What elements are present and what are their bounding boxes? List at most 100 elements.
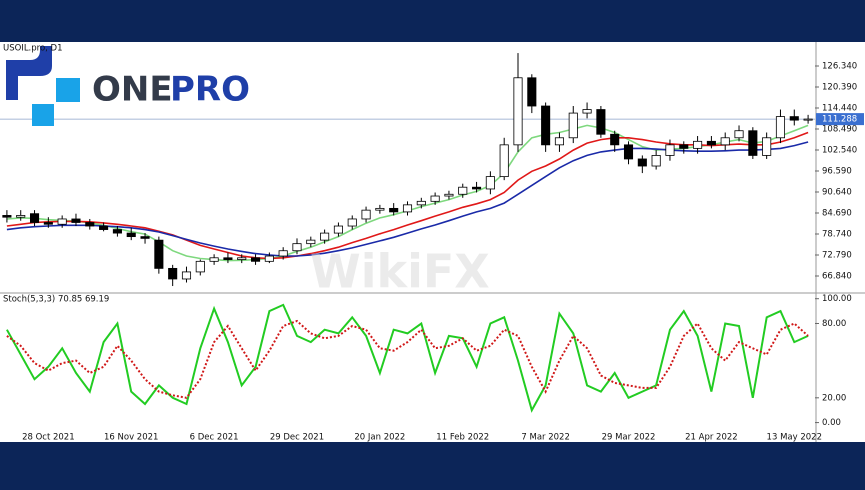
candle-body xyxy=(541,105,551,146)
candle-body xyxy=(568,112,578,139)
candle-body xyxy=(416,200,426,206)
candle-body xyxy=(734,130,744,139)
candle-body xyxy=(610,133,620,146)
candle-body xyxy=(223,257,233,260)
candle-body xyxy=(251,257,261,262)
logo-text: ONE xyxy=(92,70,173,110)
watermark: WikiFX xyxy=(310,245,490,299)
y-tick-label: 96.590 xyxy=(822,167,852,177)
y-tick-label: 90.640 xyxy=(822,188,852,198)
indicator-line xyxy=(6,303,809,413)
current-price-box xyxy=(816,113,864,126)
candle-body xyxy=(748,130,758,156)
y-tick-label: 80.00 xyxy=(822,319,846,329)
candle-body xyxy=(623,144,634,160)
candle-body xyxy=(320,232,330,241)
x-tick-label: 16 Nov 2021 xyxy=(104,433,158,443)
x-tick-label: 20 Jan 2022 xyxy=(354,433,405,443)
y-tick-label: 126.340 xyxy=(822,61,857,71)
candle-body xyxy=(99,225,109,230)
candle-body xyxy=(168,267,178,280)
candle-body xyxy=(71,218,81,223)
candle-body xyxy=(16,215,26,218)
candle-body xyxy=(209,257,219,262)
candle-body xyxy=(278,250,288,257)
indicator-line xyxy=(6,319,809,399)
candle-body xyxy=(706,140,716,146)
y-tick-label: 66.840 xyxy=(822,272,852,282)
x-tick-label: 13 May 2022 xyxy=(767,433,822,443)
y-tick-label: 114.440 xyxy=(822,103,857,113)
indicator-label: Stoch(5,3,3) 70.85 69.19 xyxy=(3,295,109,305)
symbol-label: USOIL.pro, D1 xyxy=(3,44,63,54)
candle-body xyxy=(292,243,302,252)
y-tick-label: 100.00 xyxy=(822,294,852,304)
candle-body xyxy=(29,213,40,223)
x-tick-label: 21 Apr 2022 xyxy=(685,433,738,443)
x-tick-label: 29 Mar 2022 xyxy=(602,433,656,443)
bottom-band xyxy=(0,442,865,486)
candle-body xyxy=(140,236,150,239)
candle-body xyxy=(554,137,564,146)
candle-body xyxy=(375,207,385,211)
candle-body xyxy=(513,77,523,146)
candle-body xyxy=(112,229,122,234)
indicator-line xyxy=(6,131,809,260)
candle-body xyxy=(803,118,813,121)
candle-body xyxy=(306,239,316,245)
x-tick-label: 11 Feb 2022 xyxy=(436,433,489,443)
logo: ONE PRO xyxy=(6,46,250,126)
y-tick-label: 78.740 xyxy=(822,230,852,240)
candle-body xyxy=(458,186,468,195)
candle-body xyxy=(154,239,164,269)
candle-body xyxy=(402,204,413,213)
candle-body xyxy=(347,218,357,227)
candle-body xyxy=(333,225,343,234)
logo-icon xyxy=(32,104,54,126)
indicator-line xyxy=(6,141,809,257)
candle-body xyxy=(720,137,730,146)
candle-body xyxy=(430,195,440,202)
candle-body xyxy=(361,209,371,220)
candle-body xyxy=(181,271,192,280)
candle-body xyxy=(57,218,67,225)
candle-body xyxy=(665,144,675,156)
logo-icon xyxy=(56,78,80,102)
candle-body xyxy=(85,222,95,227)
candle-body xyxy=(43,222,53,225)
candle-body xyxy=(762,137,772,156)
y-tick-label: 108.490 xyxy=(822,124,857,134)
y-tick-label: 120.390 xyxy=(822,82,857,92)
candle-body xyxy=(499,144,509,178)
candle-body xyxy=(195,260,205,273)
x-tick-label: 6 Dec 2021 xyxy=(190,433,239,443)
y-tick-label: 102.540 xyxy=(822,145,857,155)
candle-body xyxy=(126,232,136,238)
candle-body xyxy=(789,116,799,121)
candle-body xyxy=(527,77,537,107)
candle-body xyxy=(444,193,454,197)
candle-body xyxy=(485,176,495,190)
logo-text: PRO xyxy=(170,70,250,110)
candle-body xyxy=(679,144,689,149)
y-tick-label: 84.690 xyxy=(822,209,852,219)
logo-icon xyxy=(6,46,52,100)
plot: 126.340 120.390 114.440 108.490 102.540 96.59… xyxy=(0,53,864,443)
chart-area xyxy=(0,42,865,442)
y-tick-label: 20.00 xyxy=(822,393,846,403)
x-tick-label: 7 Mar 2022 xyxy=(521,433,569,443)
top-band xyxy=(0,0,865,42)
candle-body xyxy=(2,215,12,218)
candle-body xyxy=(775,116,786,139)
x-tick-label: 28 Oct 2021 xyxy=(22,433,75,443)
candle-body xyxy=(693,140,703,149)
candle-body xyxy=(637,158,647,167)
candle-body xyxy=(472,186,482,190)
candle-body xyxy=(596,109,606,135)
current-price-label: 111.288 xyxy=(822,115,857,125)
candle-body xyxy=(264,255,274,262)
candle-body xyxy=(237,257,247,260)
x-tick-label: 29 Dec 2021 xyxy=(270,433,324,443)
y-tick-label: 0.00 xyxy=(822,418,841,428)
